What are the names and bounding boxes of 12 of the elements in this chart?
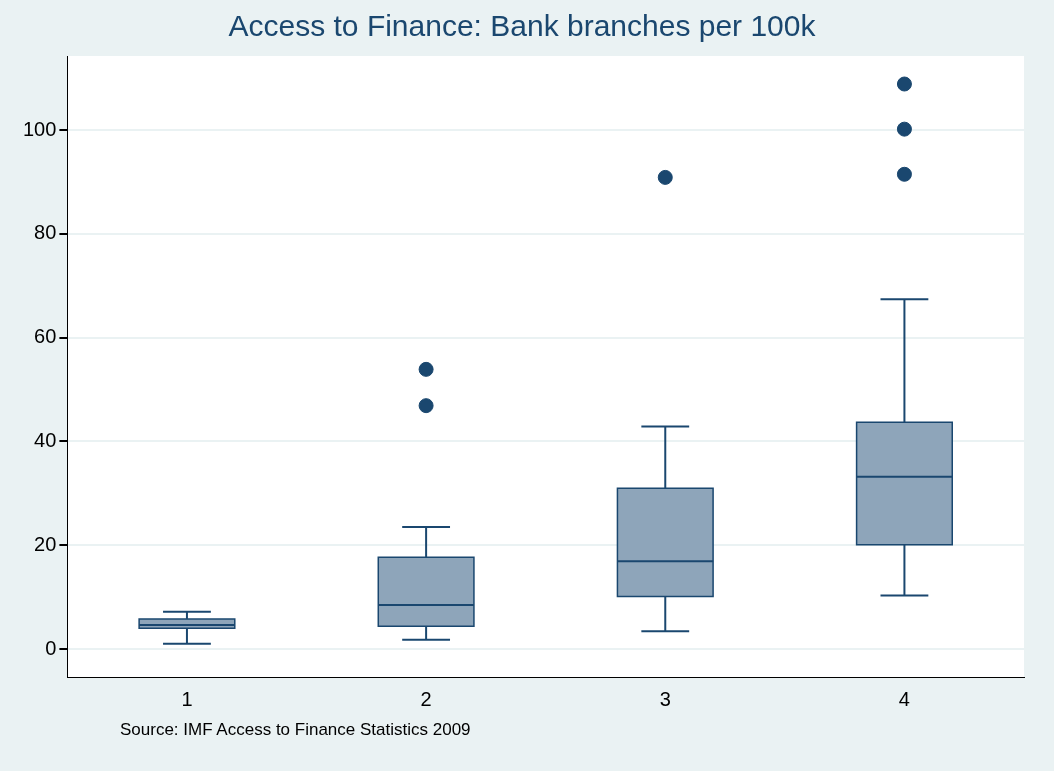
y-tick-label: 100 (22, 117, 57, 140)
y-tick-label: 80 (34, 221, 57, 244)
x-tick-label: 4 (898, 687, 910, 710)
x-tick-label: 1 (181, 687, 193, 710)
chart-title: Access to Finance: Bank branches per 100k (228, 9, 817, 43)
y-tick-label: 20 (34, 532, 57, 555)
x-tick-label: 2 (420, 687, 432, 710)
source-note: Source: IMF Access to Finance Statistics 2009 (120, 720, 471, 740)
x-tick-label: 3 (659, 687, 671, 710)
y-tick-label: 40 (34, 428, 57, 451)
y-tick-label: 60 (34, 325, 57, 348)
y-tick-label: 0 (45, 636, 57, 659)
